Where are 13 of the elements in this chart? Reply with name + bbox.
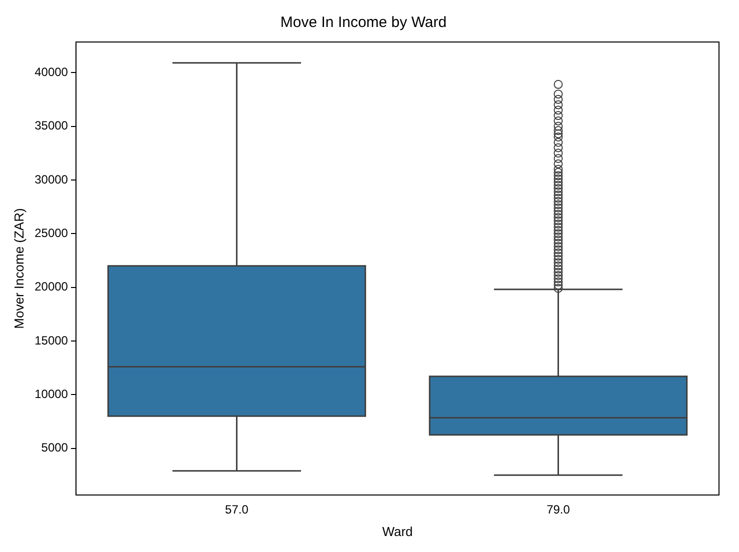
- y-tick-label: 35000: [34, 118, 68, 133]
- y-tick-label: 40000: [34, 64, 68, 79]
- x-tick-label: 57.0: [225, 502, 249, 517]
- x-axis-title: Ward: [382, 524, 413, 539]
- chart-title: Move In Income by Ward: [280, 14, 447, 32]
- y-tick-label: 20000: [34, 280, 68, 294]
- y-tick-label: 30000: [34, 172, 68, 186]
- y-tick-label: 25000: [34, 226, 68, 240]
- y-tick-label: 5000: [41, 440, 68, 455]
- x-tick-label: 79.0: [546, 502, 570, 517]
- y-axis-title: Mover Income (ZAR): [11, 208, 26, 329]
- y-tick-label: 10000: [34, 386, 68, 401]
- y-tick-label: 15000: [34, 333, 68, 348]
